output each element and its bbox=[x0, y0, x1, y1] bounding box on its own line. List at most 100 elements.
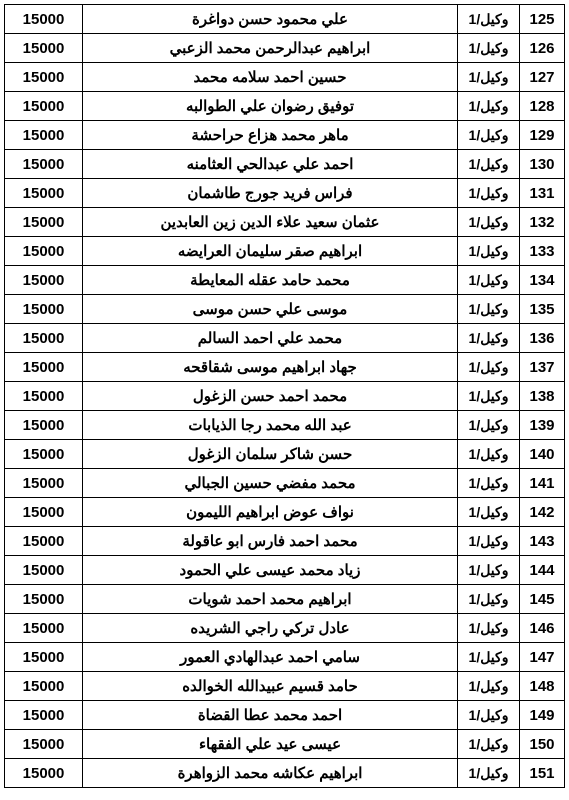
cell-rank: وكيل/1 bbox=[458, 237, 520, 266]
cell-seq: 125 bbox=[520, 5, 565, 34]
cell-seq: 140 bbox=[520, 440, 565, 469]
cell-seq: 147 bbox=[520, 643, 565, 672]
table-row: 139وكيل/1عبد الله محمد رجا الذيابات15000 bbox=[5, 411, 565, 440]
cell-amount: 15000 bbox=[5, 585, 83, 614]
cell-name: عادل تركي راجي الشريده bbox=[83, 614, 458, 643]
table-row: 132وكيل/1عثمان سعيد علاء الدين زين العاب… bbox=[5, 208, 565, 237]
cell-name: جهاد ابراهيم موسى شقاقحه bbox=[83, 353, 458, 382]
cell-seq: 126 bbox=[520, 34, 565, 63]
cell-rank: وكيل/1 bbox=[458, 440, 520, 469]
cell-name: ابراهيم محمد احمد شويات bbox=[83, 585, 458, 614]
cell-name: محمد احمد حسن الزغول bbox=[83, 382, 458, 411]
table-row: 145وكيل/1ابراهيم محمد احمد شويات15000 bbox=[5, 585, 565, 614]
table-row: 144وكيل/1زياد محمد عيسى علي الحمود15000 bbox=[5, 556, 565, 585]
cell-name: عيسى عيد علي الفقهاء bbox=[83, 730, 458, 759]
cell-amount: 15000 bbox=[5, 759, 83, 788]
cell-seq: 128 bbox=[520, 92, 565, 121]
cell-amount: 15000 bbox=[5, 121, 83, 150]
cell-name: ابراهيم عبدالرحمن محمد الزعبي bbox=[83, 34, 458, 63]
cell-seq: 129 bbox=[520, 121, 565, 150]
table-row: 127وكيل/1حسين احمد سلامه محمد15000 bbox=[5, 63, 565, 92]
cell-amount: 15000 bbox=[5, 614, 83, 643]
cell-name: موسى علي حسن موسى bbox=[83, 295, 458, 324]
table-row: 130وكيل/1احمد علي عبدالحي العثامنه15000 bbox=[5, 150, 565, 179]
cell-rank: وكيل/1 bbox=[458, 63, 520, 92]
cell-seq: 138 bbox=[520, 382, 565, 411]
cell-rank: وكيل/1 bbox=[458, 295, 520, 324]
cell-seq: 127 bbox=[520, 63, 565, 92]
cell-amount: 15000 bbox=[5, 730, 83, 759]
cell-seq: 134 bbox=[520, 266, 565, 295]
cell-name: محمد حامد عقله المعايطة bbox=[83, 266, 458, 295]
cell-rank: وكيل/1 bbox=[458, 469, 520, 498]
cell-amount: 15000 bbox=[5, 324, 83, 353]
cell-name: ابراهيم صقر سليمان العرايضه bbox=[83, 237, 458, 266]
cell-seq: 132 bbox=[520, 208, 565, 237]
cell-name: حامد قسيم عبيدالله الخوالده bbox=[83, 672, 458, 701]
cell-rank: وكيل/1 bbox=[458, 324, 520, 353]
cell-rank: وكيل/1 bbox=[458, 643, 520, 672]
cell-seq: 151 bbox=[520, 759, 565, 788]
cell-rank: وكيل/1 bbox=[458, 672, 520, 701]
cell-amount: 15000 bbox=[5, 353, 83, 382]
cell-rank: وكيل/1 bbox=[458, 759, 520, 788]
cell-amount: 15000 bbox=[5, 5, 83, 34]
table-row: 147وكيل/1سامي احمد عبدالهادي العمور15000 bbox=[5, 643, 565, 672]
table-row: 149وكيل/1احمد محمد عطا القضاة15000 bbox=[5, 701, 565, 730]
cell-rank: وكيل/1 bbox=[458, 150, 520, 179]
cell-seq: 143 bbox=[520, 527, 565, 556]
table-row: 134وكيل/1محمد حامد عقله المعايطة15000 bbox=[5, 266, 565, 295]
cell-name: احمد علي عبدالحي العثامنه bbox=[83, 150, 458, 179]
cell-name: نواف عوض ابراهيم الليمون bbox=[83, 498, 458, 527]
cell-rank: وكيل/1 bbox=[458, 382, 520, 411]
cell-amount: 15000 bbox=[5, 266, 83, 295]
cell-name: ابراهيم عكاشه محمد الزواهرة bbox=[83, 759, 458, 788]
cell-seq: 150 bbox=[520, 730, 565, 759]
cell-name: زياد محمد عيسى علي الحمود bbox=[83, 556, 458, 585]
table-row: 126وكيل/1ابراهيم عبدالرحمن محمد الزعبي15… bbox=[5, 34, 565, 63]
table-row: 137وكيل/1جهاد ابراهيم موسى شقاقحه15000 bbox=[5, 353, 565, 382]
cell-rank: وكيل/1 bbox=[458, 266, 520, 295]
table-row: 141وكيل/1محمد مفضي حسين الجبالي15000 bbox=[5, 469, 565, 498]
cell-rank: وكيل/1 bbox=[458, 701, 520, 730]
cell-seq: 139 bbox=[520, 411, 565, 440]
cell-amount: 15000 bbox=[5, 527, 83, 556]
cell-amount: 15000 bbox=[5, 179, 83, 208]
cell-seq: 135 bbox=[520, 295, 565, 324]
table-row: 128وكيل/1توفيق رضوان علي الطوالبه15000 bbox=[5, 92, 565, 121]
cell-rank: وكيل/1 bbox=[458, 208, 520, 237]
cell-amount: 15000 bbox=[5, 208, 83, 237]
cell-seq: 146 bbox=[520, 614, 565, 643]
data-table: 125وكيل/1علي محمود حسن دواغرة15000126وكي… bbox=[4, 4, 565, 788]
cell-seq: 133 bbox=[520, 237, 565, 266]
cell-amount: 15000 bbox=[5, 440, 83, 469]
cell-rank: وكيل/1 bbox=[458, 556, 520, 585]
cell-name: توفيق رضوان علي الطوالبه bbox=[83, 92, 458, 121]
table-row: 138وكيل/1محمد احمد حسن الزغول15000 bbox=[5, 382, 565, 411]
table-row: 135وكيل/1موسى علي حسن موسى15000 bbox=[5, 295, 565, 324]
table-row: 133وكيل/1ابراهيم صقر سليمان العرايضه1500… bbox=[5, 237, 565, 266]
cell-seq: 144 bbox=[520, 556, 565, 585]
cell-rank: وكيل/1 bbox=[458, 498, 520, 527]
cell-seq: 136 bbox=[520, 324, 565, 353]
table-row: 140وكيل/1حسن شاكر سلمان الزغول15000 bbox=[5, 440, 565, 469]
cell-amount: 15000 bbox=[5, 556, 83, 585]
cell-rank: وكيل/1 bbox=[458, 121, 520, 150]
cell-name: سامي احمد عبدالهادي العمور bbox=[83, 643, 458, 672]
cell-rank: وكيل/1 bbox=[458, 614, 520, 643]
cell-rank: وكيل/1 bbox=[458, 585, 520, 614]
table-row: 148وكيل/1حامد قسيم عبيدالله الخوالده1500… bbox=[5, 672, 565, 701]
cell-rank: وكيل/1 bbox=[458, 527, 520, 556]
cell-amount: 15000 bbox=[5, 672, 83, 701]
table-row: 146وكيل/1عادل تركي راجي الشريده15000 bbox=[5, 614, 565, 643]
cell-amount: 15000 bbox=[5, 34, 83, 63]
cell-amount: 15000 bbox=[5, 469, 83, 498]
cell-amount: 15000 bbox=[5, 63, 83, 92]
table-row: 143وكيل/1محمد احمد فارس ابو عاقولة15000 bbox=[5, 527, 565, 556]
table-row: 129وكيل/1ماهر محمد هزاع حراحشة15000 bbox=[5, 121, 565, 150]
cell-seq: 137 bbox=[520, 353, 565, 382]
cell-seq: 130 bbox=[520, 150, 565, 179]
cell-amount: 15000 bbox=[5, 411, 83, 440]
table-row: 142وكيل/1نواف عوض ابراهيم الليمون15000 bbox=[5, 498, 565, 527]
cell-rank: وكيل/1 bbox=[458, 179, 520, 208]
